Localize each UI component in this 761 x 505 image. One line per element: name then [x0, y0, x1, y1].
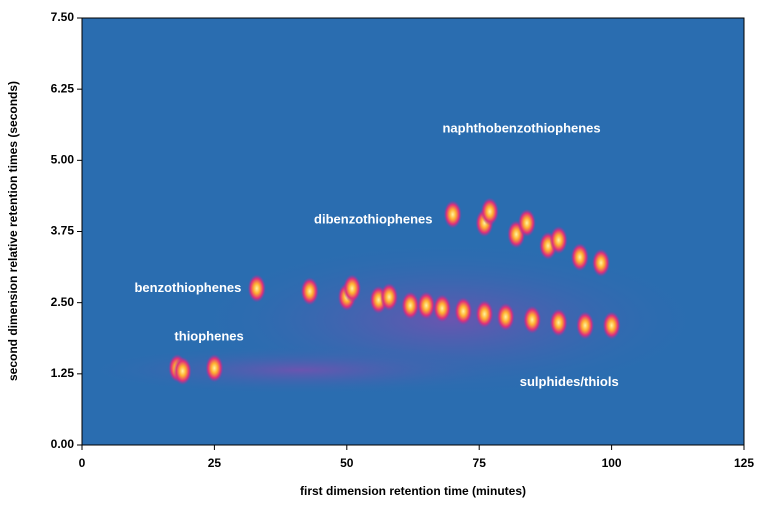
peak [576, 311, 595, 340]
annotation: sulphides/thiols [520, 374, 619, 389]
peak [496, 302, 515, 331]
y-tick-label: 1.25 [51, 366, 75, 380]
annotation: thiophenes [174, 328, 243, 343]
peak [300, 277, 319, 306]
x-tick-label: 25 [208, 456, 222, 470]
peak [173, 356, 192, 385]
peak [592, 248, 611, 277]
y-tick-label: 5.00 [51, 153, 75, 167]
y-tick-label: 2.50 [51, 295, 75, 309]
peak [443, 200, 462, 229]
peak [549, 226, 568, 255]
x-tick-label: 75 [473, 456, 487, 470]
peak [417, 291, 436, 320]
background-haze [80, 345, 520, 395]
x-tick-label: 0 [79, 456, 86, 470]
peak [549, 308, 568, 337]
peak [380, 282, 399, 311]
y-axis-title: second dimension relative retention time… [6, 81, 20, 381]
peak [401, 291, 420, 320]
x-tick-label: 50 [340, 456, 354, 470]
y-tick-label: 0.00 [51, 437, 75, 451]
peak [523, 305, 542, 334]
x-axis-title: first dimension retention time (minutes) [300, 484, 526, 498]
y-tick-label: 7.50 [51, 10, 75, 24]
peak [475, 300, 494, 329]
peak [247, 274, 266, 303]
peak [480, 197, 499, 226]
y-tick-label: 6.25 [51, 81, 75, 95]
peak [205, 354, 224, 383]
annotation: benzothiophenes [134, 280, 241, 295]
annotation: naphthobenzothiophenes [442, 120, 600, 135]
peak [602, 311, 621, 340]
annotation: dibenzothiophenes [314, 212, 432, 227]
peak [517, 208, 536, 237]
x-tick-label: 125 [734, 456, 754, 470]
peak [433, 294, 452, 323]
x-tick-label: 100 [602, 456, 622, 470]
peak [454, 297, 473, 326]
peak [343, 274, 362, 303]
y-tick-label: 3.75 [51, 224, 75, 238]
peak [570, 243, 589, 272]
